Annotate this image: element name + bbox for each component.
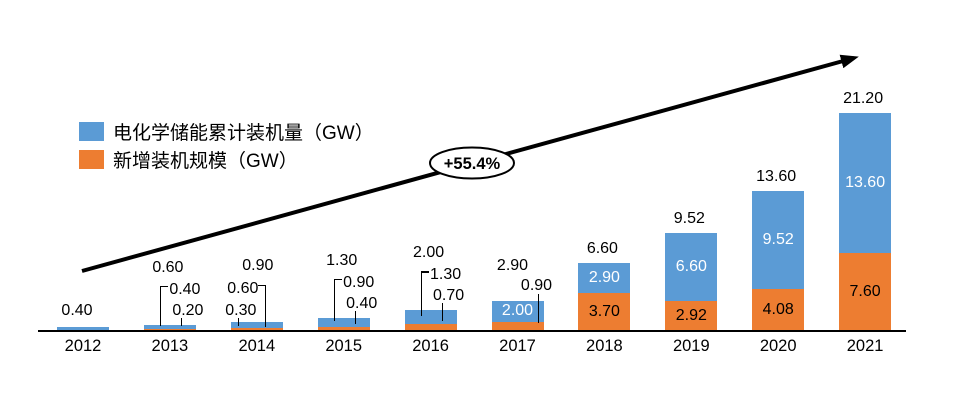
x-axis-tick-label: 2019 — [672, 337, 710, 355]
leader-line — [264, 284, 267, 327]
series-label-new: 0.90 — [520, 277, 553, 295]
leader-line — [237, 317, 240, 326]
x-axis-tick-label: 2021 — [846, 337, 884, 355]
growth-rate-bubble — [429, 146, 515, 180]
bar-segment-cumulative — [491, 301, 544, 322]
leader-line — [159, 285, 162, 326]
x-axis-tick-label: 2018 — [586, 337, 623, 355]
series-label-new: 0.30 — [225, 301, 257, 319]
leader-line — [180, 317, 183, 326]
bar-segment-cumulative — [665, 232, 718, 301]
total-label: 1.30 — [326, 251, 358, 269]
bar-segment-cumulative — [230, 321, 283, 328]
leader-line — [354, 310, 357, 324]
series-label-cumulative: 0.60 — [227, 279, 259, 297]
series-label-new: 0.20 — [172, 301, 204, 319]
leader-tick — [257, 284, 266, 287]
total-label: 0.90 — [242, 256, 274, 274]
series-label-cumulative: 0.90 — [343, 273, 375, 291]
leader-line — [333, 278, 336, 322]
bar-segment-new — [578, 292, 631, 331]
bar-segment-cumulative — [752, 190, 805, 289]
bar-segment-new — [752, 288, 805, 331]
x-axis-tick-label: 2012 — [64, 337, 102, 355]
total-label: 13.60 — [756, 167, 797, 185]
leader-tick — [333, 278, 342, 280]
total-label: 0.60 — [152, 258, 184, 276]
x-axis-tick-label: 2013 — [151, 337, 189, 355]
bar-segment-cumulative — [578, 263, 631, 293]
leader-tick — [159, 285, 168, 288]
bar-segment-new — [491, 321, 544, 331]
x-axis-tick-label: 2017 — [499, 337, 536, 355]
legend-swatch-new — [79, 149, 104, 169]
series-label-cumulative: 13.60 — [845, 173, 886, 191]
bar-segment-new — [230, 327, 283, 331]
total-label: 6.60 — [586, 240, 618, 258]
bar-segment-new — [143, 328, 196, 331]
bar-segment-cumulative — [404, 310, 457, 324]
legend: 电化学储能累计装机量（GW） 新增装机规模（GW） — [79, 117, 374, 173]
bar-segment-cumulative — [57, 326, 109, 331]
series-label-cumulative: 2.00 — [501, 302, 534, 320]
x-axis-line — [38, 330, 906, 332]
legend-item-new: 新增装机规模（GW） — [79, 145, 374, 173]
bar-segment-new — [404, 323, 457, 331]
x-axis-tick-label: 2016 — [412, 337, 449, 355]
series-label-new: 2.92 — [675, 306, 707, 324]
leader-line — [537, 294, 539, 323]
series-label-new: 4.08 — [762, 300, 794, 318]
legend-label-new: 新增装机规模（GW） — [113, 150, 298, 172]
bar-segment-new — [665, 300, 718, 331]
series-label-cumulative: 2.90 — [588, 268, 620, 286]
bar-segment-cumulative — [143, 324, 196, 329]
leader-tick — [420, 271, 429, 273]
series-label-new: 3.70 — [588, 302, 620, 320]
series-label-cumulative: 6.60 — [675, 257, 707, 275]
series-label-new: 0.40 — [346, 294, 378, 312]
series-label-cumulative: 0.40 — [169, 280, 201, 298]
x-axis-tick-label: 2014 — [238, 337, 276, 355]
series-label-cumulative: 9.52 — [762, 230, 794, 248]
series-label-new: 7.60 — [849, 282, 881, 300]
bar-segment-cumulative — [317, 317, 370, 327]
series-label-new: 0.70 — [433, 287, 465, 305]
bar-segment-cumulative — [839, 112, 892, 253]
x-axis-tick-label: 2020 — [759, 337, 797, 355]
bar-segment-new — [839, 252, 892, 331]
legend-swatch-cumulative — [79, 121, 104, 141]
total-label: 9.52 — [673, 209, 705, 227]
total-label: 0.40 — [61, 301, 93, 319]
legend-item-cumulative: 电化学储能累计装机量（GW） — [79, 117, 374, 145]
x-axis-tick-label: 2015 — [325, 337, 363, 355]
growth-rate-label: +55.4% — [444, 155, 501, 173]
total-label: 2.90 — [496, 257, 529, 275]
legend-label-cumulative: 电化学储能累计装机量（GW） — [113, 122, 374, 144]
bar-segment-new — [317, 326, 370, 331]
series-label-cumulative: 1.30 — [430, 266, 462, 284]
total-label: 21.20 — [843, 89, 884, 107]
leader-line — [441, 303, 443, 321]
total-label: 2.00 — [413, 244, 445, 262]
leader-line — [420, 271, 422, 317]
